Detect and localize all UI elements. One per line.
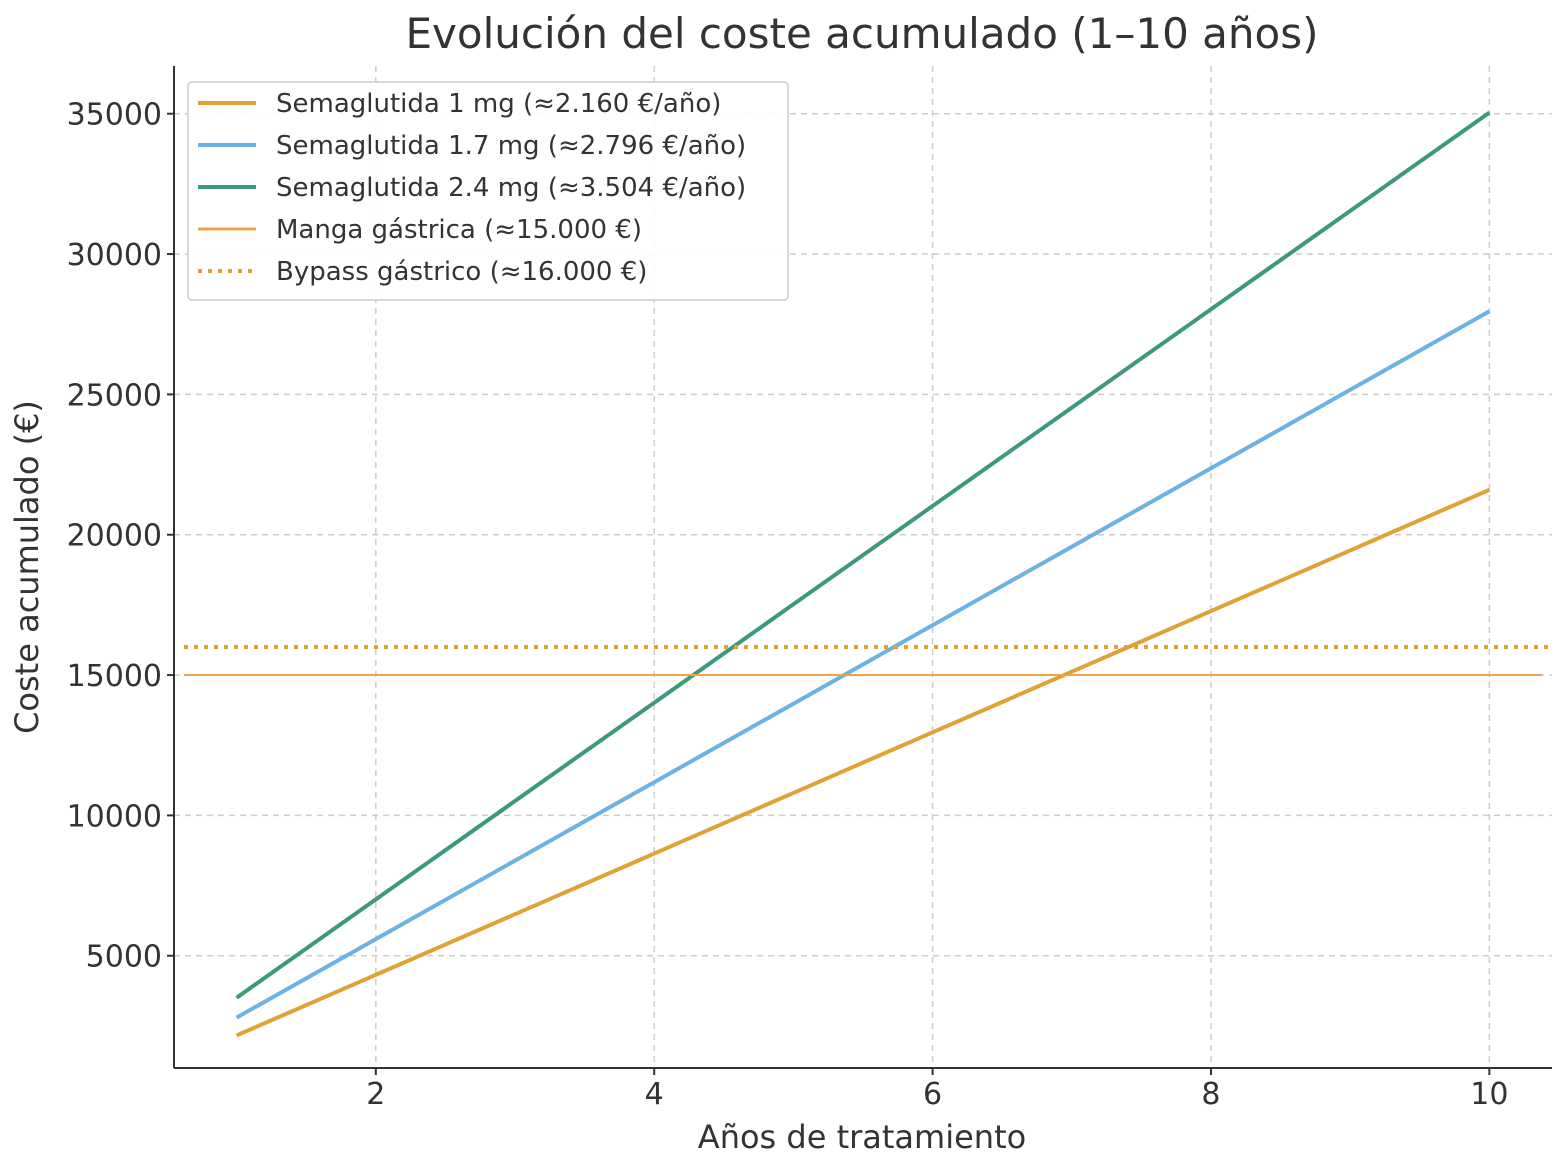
- y-tick-label: 25000: [67, 378, 162, 413]
- y-tick-label: 15000: [67, 659, 162, 694]
- tick-labels: 2 4 6 8 10 5000 10000 15000 20000 25000 30000 35000: [67, 98, 1509, 1112]
- series-layer: [184, 110, 1548, 1038]
- y-tick-label: 30000: [67, 238, 162, 273]
- series-2-legend-label: Semaglutida 1.7 mg (≈2.796 €/año): [276, 131, 746, 161]
- x-axis-label: Años de tratamiento: [698, 1118, 1026, 1156]
- series-5-legend-label: Bypass gástrico (≈16.000 €): [276, 257, 647, 287]
- y-tick-label: 5000: [86, 940, 162, 975]
- legend-box: [187, 81, 789, 301]
- x-tick-label: 10: [1470, 1077, 1508, 1112]
- y-tick-label: 35000: [67, 98, 162, 133]
- y-axis-label: Coste acumulado (€): [8, 400, 46, 734]
- legend: Semaglutida 1 mg (≈2.160 €/año) Semagluti…: [187, 81, 789, 301]
- x-tick-label: 2: [366, 1077, 385, 1112]
- series-1-legend-label: Semaglutida 1 mg (≈2.160 €/año): [276, 89, 721, 119]
- y-tick-label: 10000: [67, 799, 162, 834]
- x-tick-label: 4: [645, 1077, 664, 1112]
- axes: [173, 66, 1552, 1069]
- series-3-legend-label: Semaglutida 2.4 mg (≈3.504 €/año): [276, 173, 746, 203]
- series-4-legend-label: Manga gástrica (≈15.000 €): [276, 215, 642, 245]
- series-3-line: [235, 110, 1491, 1000]
- x-tick-label: 8: [1201, 1077, 1220, 1112]
- x-tick-label: 6: [923, 1077, 942, 1112]
- chart-title: Evolución del coste acumulado (1–10 años…: [406, 9, 1319, 58]
- series-2-line: [235, 309, 1491, 1020]
- y-tick-label: 20000: [67, 519, 162, 554]
- series-1-line: [235, 487, 1491, 1038]
